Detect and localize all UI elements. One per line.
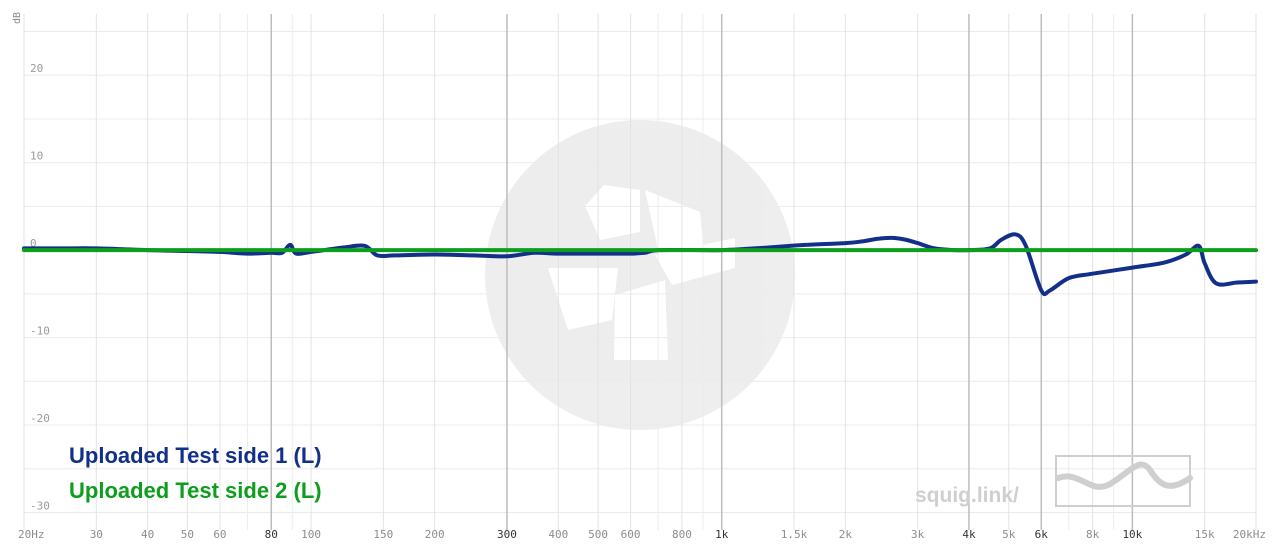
watermark-text: squig.link/ (915, 484, 1019, 507)
x-tick-label: 4k (962, 528, 976, 541)
x-tick-label: 400 (548, 528, 568, 541)
x-tick-label: 15k (1195, 528, 1215, 541)
series-layer (22, 232, 1258, 297)
x-tick-label: 30 (90, 528, 103, 541)
x-tick-label: 3k (911, 528, 925, 541)
y-tick-label: -20 (30, 412, 50, 425)
x-tick-label: 80 (265, 528, 278, 541)
x-tick-label: 8k (1086, 528, 1100, 541)
x-tick-label: 150 (373, 528, 393, 541)
y-tick-label: -10 (30, 325, 50, 338)
x-tick-label: 600 (621, 528, 641, 541)
x-tick-label: 20Hz (18, 528, 45, 541)
y-tick-label: 10 (30, 150, 43, 163)
x-tick-label: 800 (672, 528, 692, 541)
x-tick-label: 50 (181, 528, 194, 541)
squiglink-logo-icon (1055, 455, 1193, 507)
x-tick-label: 2k (839, 528, 853, 541)
y-tick-label: 20 (30, 62, 43, 75)
legend-entry-series-2[interactable]: Uploaded Test side 2 (L) (69, 478, 322, 503)
y-axis-unit-label: dB (12, 12, 23, 24)
x-tick-label: 1k (715, 528, 729, 541)
x-tick-label: 100 (301, 528, 321, 541)
y-tick-label: -30 (30, 500, 50, 513)
x-tick-label: 200 (425, 528, 445, 541)
x-tick-label: 1.5k (781, 528, 808, 541)
x-tick-label: 20kHz (1233, 528, 1266, 541)
x-tick-label: 300 (497, 528, 517, 541)
x-tick-label: 60 (213, 528, 226, 541)
x-tick-label: 500 (588, 528, 608, 541)
x-tick-label: 6k (1035, 528, 1049, 541)
y-tick-label: 0 (30, 237, 37, 250)
grid-layer (23, 14, 1257, 530)
legend: Uploaded Test side 1 (L) Uploaded Test s… (69, 443, 322, 503)
x-tick-label: 10k (1122, 528, 1142, 541)
legend-entry-series-1[interactable]: Uploaded Test side 1 (L) (69, 443, 322, 468)
x-tick-label: 40 (141, 528, 154, 541)
x-tick-label: 5k (1002, 528, 1016, 541)
watermark-logo (485, 120, 795, 430)
axis-labels: 20Hz 30 40 50 60 80 100 150 200 300 400 500 600 800 1k… (18, 62, 1266, 541)
